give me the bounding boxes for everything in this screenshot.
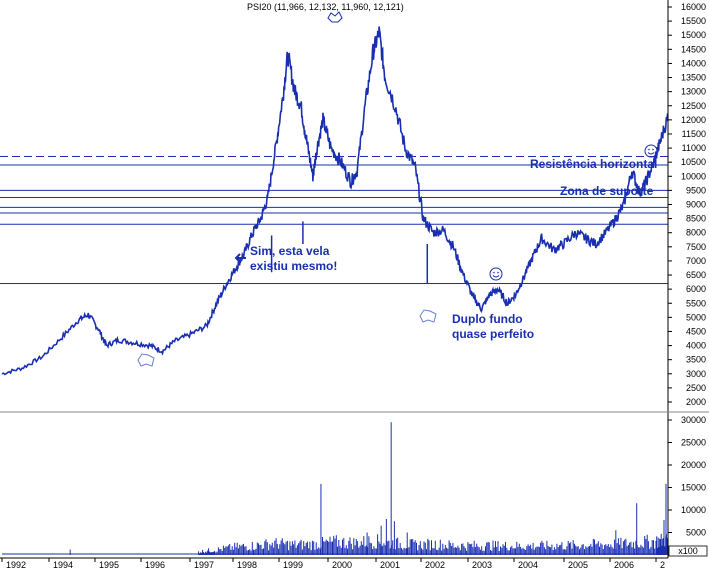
y-tick-label: 16000 bbox=[681, 2, 706, 12]
y-tick-label: 15500 bbox=[681, 16, 706, 26]
volume-tick-label: 25000 bbox=[681, 438, 706, 448]
x-tick-label: 1997 bbox=[194, 560, 214, 570]
y-tick-label: 14500 bbox=[681, 44, 706, 54]
y-tick-label: 13500 bbox=[681, 73, 706, 83]
x-tick-label: 1994 bbox=[53, 560, 73, 570]
y-tick-label: 3500 bbox=[686, 355, 706, 365]
x-tick-label: 2006 bbox=[614, 560, 634, 570]
y-tick-label: 2500 bbox=[686, 383, 706, 393]
volume-tick-label: 5000 bbox=[686, 528, 706, 538]
y-tick-label: 13000 bbox=[681, 87, 706, 97]
x-tick-label: 1996 bbox=[145, 560, 165, 570]
x-tick-label: 1998 bbox=[237, 560, 257, 570]
annotation-line: existiu mesmo! bbox=[250, 259, 338, 273]
annotation-line: Resistência horizontal bbox=[530, 157, 658, 171]
x-tick-label: 1992 bbox=[6, 560, 26, 570]
y-tick-label: 15000 bbox=[681, 30, 706, 40]
annotation-line: quase perfeito bbox=[452, 327, 535, 341]
y-tick-label: 2000 bbox=[686, 397, 706, 407]
y-tick-label: 10500 bbox=[681, 157, 706, 167]
x-tick-label: 2000 bbox=[332, 560, 352, 570]
annotation-line: Sim, esta vela bbox=[250, 244, 330, 258]
volume-tick-label: 20000 bbox=[681, 460, 706, 470]
volume-tick-label: 15000 bbox=[681, 483, 706, 493]
annotation-line: Duplo fundo bbox=[452, 312, 523, 326]
y-tick-label: 3000 bbox=[686, 369, 706, 379]
x-tick-label: 2001 bbox=[380, 560, 400, 570]
y-tick-label: 6000 bbox=[686, 284, 706, 294]
horizontal-lines bbox=[0, 156, 668, 284]
arrow-left-icon bbox=[234, 253, 246, 263]
y-tick-label: 4500 bbox=[686, 326, 706, 336]
y-tick-label: 4000 bbox=[686, 341, 706, 351]
price-line bbox=[1, 26, 669, 376]
x-tick-label: 2004 bbox=[518, 560, 538, 570]
bear-icon bbox=[419, 309, 437, 323]
y-tick-label: 11000 bbox=[682, 143, 706, 153]
y-tick-label: 10000 bbox=[681, 171, 706, 181]
smiley-icon bbox=[489, 267, 503, 281]
x-tick-label: 2002 bbox=[425, 560, 445, 570]
bull-icon bbox=[327, 11, 343, 23]
x-tick-label: 2003 bbox=[472, 560, 492, 570]
volume-series bbox=[2, 422, 668, 555]
smiley-icon bbox=[644, 144, 658, 158]
y-tick-label: 12000 bbox=[681, 115, 706, 125]
x-axis-ticks: 1992 1994 1995 1996 1997 1998 1999 2000 2001 2002… bbox=[1, 558, 665, 570]
y-tick-label: 12500 bbox=[681, 101, 706, 111]
y-tick-label: 8000 bbox=[686, 228, 706, 238]
annotation-candle: Sim, esta vela existiu mesmo! bbox=[250, 244, 337, 274]
annotation-double-bottom: Duplo fundo quase perfeito bbox=[452, 312, 534, 342]
y-tick-label: 9000 bbox=[686, 200, 706, 210]
chart-title: PSI20 (11,966, 12,132, 11,960, 12,121) bbox=[247, 2, 404, 12]
x-tick-label: 1999 bbox=[283, 560, 303, 570]
price-axis-ticks: 2000 2500 3000 3500 4000 4500 5000 5500 6000 6500… bbox=[668, 2, 706, 407]
y-tick-label: 5000 bbox=[686, 312, 706, 322]
volume-axis-ticks: 5000 10000 15000 20000 25000 30000 x100 bbox=[668, 415, 708, 557]
volume-tick-label: 30000 bbox=[681, 415, 706, 425]
y-tick-label: 7500 bbox=[686, 242, 706, 252]
y-tick-label: 5500 bbox=[686, 298, 706, 308]
annotation-support: Zona de suporte bbox=[560, 184, 653, 199]
volume-tick-label: 10000 bbox=[681, 505, 706, 515]
x-tick-label: 2 bbox=[660, 560, 665, 570]
price-series bbox=[1, 26, 669, 376]
annotation-line: Zona de suporte bbox=[560, 184, 654, 198]
y-tick-label: 8500 bbox=[686, 214, 706, 224]
volume-multiplier-label: x100 bbox=[678, 546, 698, 556]
x-tick-label: 2005 bbox=[568, 560, 588, 570]
y-tick-label: 7000 bbox=[686, 256, 706, 266]
y-tick-label: 9500 bbox=[686, 185, 706, 195]
y-tick-label: 14000 bbox=[681, 58, 706, 68]
y-tick-label: 11500 bbox=[682, 129, 706, 139]
x-tick-label: 1995 bbox=[99, 560, 119, 570]
annotation-resistance: Resistência horizontal bbox=[530, 157, 657, 172]
volume-multiplier-box bbox=[668, 545, 708, 557]
decorations bbox=[137, 11, 658, 367]
bear-icon bbox=[137, 353, 155, 367]
y-tick-label: 6500 bbox=[686, 270, 706, 280]
